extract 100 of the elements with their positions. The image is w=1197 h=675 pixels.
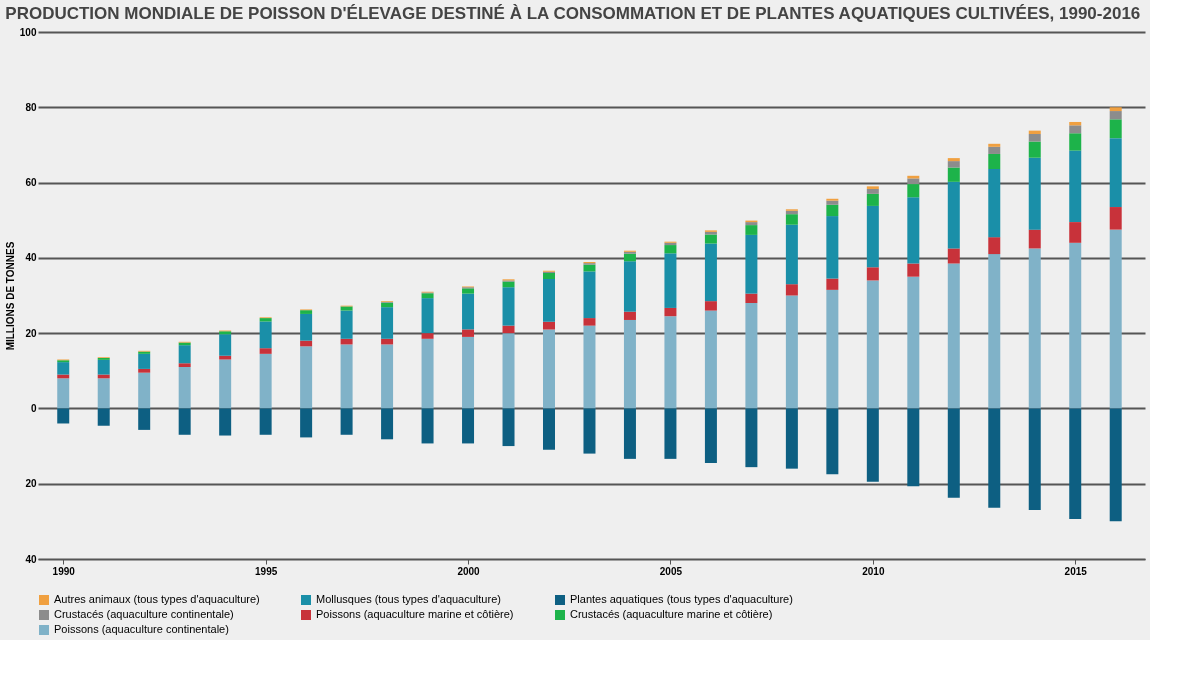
bar <box>583 318 596 326</box>
bar <box>97 378 110 409</box>
bar <box>907 263 920 277</box>
bar <box>988 408 1001 508</box>
bar <box>907 408 920 487</box>
bar <box>1028 157 1041 230</box>
chart-title: PRODUCTION MONDIALE DE POISSON D'ÉLEVAGE DESTINÉ À LA CONSOMMATION ET DE PLANTES AQUATIQUES CULTIVÉES, 1990-2016 <box>5 4 1141 23</box>
legend-label: Poissons (aquaculture marine et côtière) <box>316 608 514 620</box>
bar <box>664 307 677 317</box>
bar <box>907 276 920 409</box>
bar <box>664 245 677 254</box>
bar <box>340 306 353 311</box>
bar <box>1069 222 1082 243</box>
bar <box>259 353 272 409</box>
bar <box>421 408 434 444</box>
bar <box>300 346 313 409</box>
bar <box>785 408 798 469</box>
bar <box>907 197 920 264</box>
bar <box>340 344 353 409</box>
bar <box>138 408 151 430</box>
bar <box>988 169 1001 238</box>
bar <box>502 408 515 447</box>
bar <box>947 248 960 264</box>
y-tick-label: 80 <box>25 101 37 113</box>
bar <box>583 271 596 319</box>
bar <box>745 234 758 294</box>
bar <box>381 344 394 409</box>
bar <box>57 378 70 409</box>
bar <box>178 367 191 409</box>
bar <box>219 408 232 436</box>
bar <box>543 408 555 450</box>
bar <box>745 225 758 235</box>
bar <box>1109 408 1122 522</box>
bar <box>623 261 636 312</box>
y-axis-title: MILLIONS DE TONNES <box>4 241 16 351</box>
bar <box>947 408 960 498</box>
bar <box>866 408 879 482</box>
bar <box>826 200 839 205</box>
bar <box>988 254 1001 409</box>
y-tick-label: 20 <box>25 478 37 490</box>
bar <box>947 161 960 168</box>
bar <box>178 363 191 368</box>
bar <box>421 298 434 334</box>
bar <box>664 316 677 409</box>
bar <box>623 319 636 409</box>
bar <box>988 153 1001 170</box>
bar <box>745 303 758 409</box>
bar <box>664 253 677 308</box>
bar <box>785 224 798 285</box>
bar <box>1028 248 1041 409</box>
bar <box>583 408 596 454</box>
bar <box>138 368 151 373</box>
bar <box>1109 229 1122 409</box>
y-tick-label: 0 <box>30 402 37 414</box>
bar <box>300 408 313 438</box>
bar <box>1069 408 1082 520</box>
bar <box>259 408 272 435</box>
bar <box>583 325 596 409</box>
bar <box>57 408 70 424</box>
bar <box>421 293 434 299</box>
bar <box>866 280 879 409</box>
y-tick-label: 40 <box>25 553 37 565</box>
bar <box>462 293 475 330</box>
bar <box>907 178 920 185</box>
bar <box>988 237 1001 255</box>
x-tick-label: 2010 <box>862 565 885 577</box>
bar <box>543 321 555 330</box>
bar <box>300 313 313 341</box>
y-tick-label: 40 <box>25 252 37 264</box>
bar <box>97 359 110 375</box>
bar <box>421 333 434 339</box>
bar <box>664 408 677 459</box>
bar <box>826 204 839 217</box>
bar <box>219 359 232 409</box>
y-tick-label: 60 <box>25 177 37 189</box>
bar <box>785 284 798 296</box>
y-tick-label: 20 <box>25 327 37 339</box>
bar <box>623 253 636 262</box>
bar <box>421 338 434 409</box>
bar <box>340 310 353 339</box>
bar <box>623 408 636 459</box>
bar <box>462 288 475 294</box>
bar <box>178 408 191 435</box>
bar <box>785 214 798 225</box>
bar <box>866 205 879 268</box>
bar <box>1109 107 1122 112</box>
bar <box>988 143 1001 147</box>
bar <box>1069 125 1082 134</box>
x-tick-label: 2015 <box>1064 565 1088 577</box>
bar <box>178 345 191 364</box>
bar <box>1028 141 1041 158</box>
bar <box>826 278 839 290</box>
bar <box>502 325 515 334</box>
legend-label: Plantes aquatiques (tous types d'aquaculture) <box>570 593 793 605</box>
bar <box>785 295 798 409</box>
bar <box>259 321 272 349</box>
bar <box>462 408 475 444</box>
bar <box>57 362 70 375</box>
legend-label: Mollusques (tous types d'aquaculture) <box>316 593 501 605</box>
bar <box>826 216 839 279</box>
